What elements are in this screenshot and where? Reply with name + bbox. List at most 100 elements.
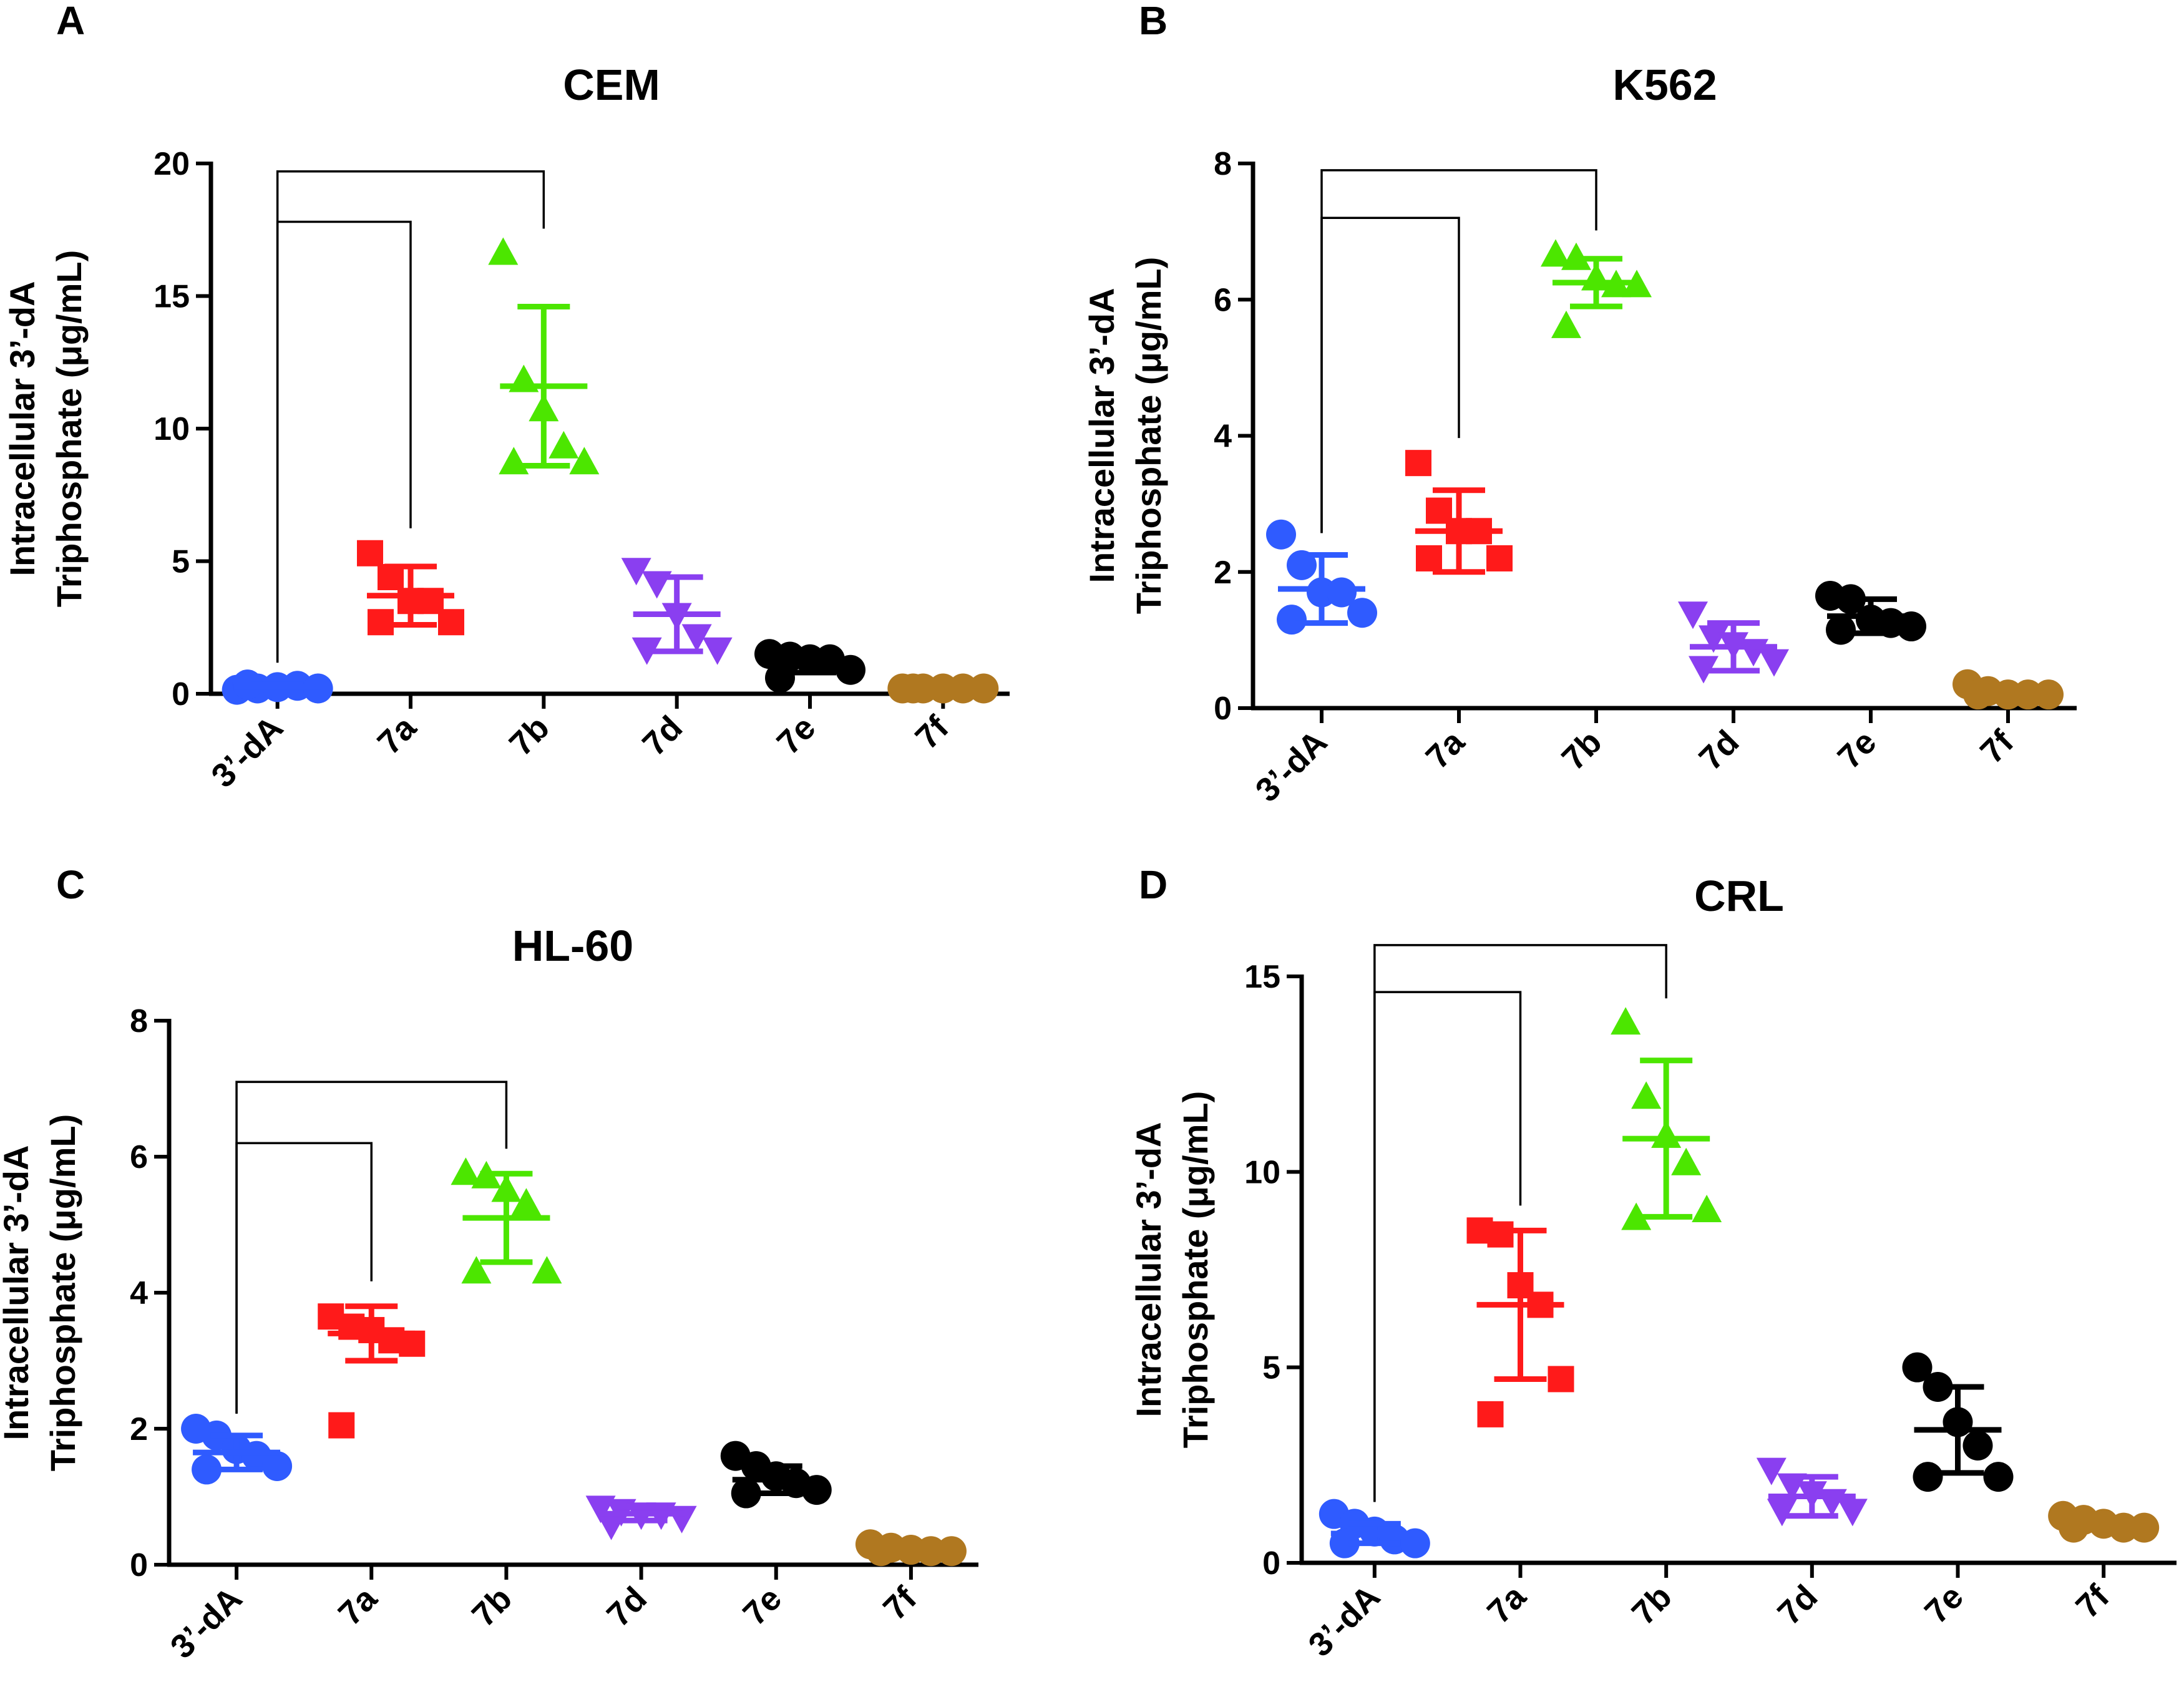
x-tick-label: 7e <box>1831 723 1884 776</box>
y-tick-label: 0 <box>1214 691 1232 727</box>
data-point <box>1611 1007 1641 1035</box>
x-tick-label: 7e <box>736 1580 789 1633</box>
data-point <box>532 1256 562 1284</box>
data-point <box>621 558 651 586</box>
series-7b <box>451 1157 562 1284</box>
chart-title: CEM <box>563 61 660 109</box>
y-axis-label: Intracellular 3’-dA <box>0 1145 36 1440</box>
significance-bracket <box>1373 944 1667 1502</box>
series-3-da <box>1266 519 1377 635</box>
series-7d <box>621 558 733 665</box>
series-7f <box>1952 669 2064 710</box>
series-3-da <box>1319 1499 1430 1558</box>
y-axis-label: Triphosphate (μg/mL) <box>1129 257 1168 614</box>
x-tick-label: 7f <box>1973 722 2021 771</box>
series-7d <box>1678 601 1789 684</box>
panel-letter: B <box>1139 0 1168 43</box>
series-7e <box>720 1441 832 1509</box>
y-tick-label: 2 <box>130 1411 148 1447</box>
series-7e <box>1902 1352 2014 1492</box>
series-3-da <box>222 669 333 705</box>
data-point <box>2129 1512 2160 1543</box>
x-tick-label: 7b <box>502 709 557 763</box>
significance-bracket <box>1320 169 1597 533</box>
x-tick-label: 7a <box>1480 1577 1534 1631</box>
series-7f <box>887 673 999 704</box>
y-tick-label: 8 <box>130 1003 148 1039</box>
data-point <box>1759 649 1789 677</box>
data-point <box>1548 1366 1574 1393</box>
data-point <box>681 624 712 652</box>
x-tick-label: 7b <box>1554 723 1609 777</box>
y-tick-label: 0 <box>172 676 190 712</box>
panel-b: B K562 Intracellular 3’-dA Triphosphate (μg… <box>1082 0 2077 809</box>
x-tick-label: 7b <box>465 1580 519 1634</box>
x-tick-label: 7d <box>1692 723 1746 777</box>
significance-bracket <box>276 170 545 663</box>
x-tick-label: 7d <box>635 709 690 763</box>
y-tick-label: 4 <box>1214 419 1232 455</box>
x-tick-label: 3’-dA <box>204 709 290 795</box>
data-point <box>1551 310 1581 338</box>
data-point <box>357 540 383 566</box>
y-tick-label: 8 <box>1214 146 1232 182</box>
data-point <box>262 1451 293 1481</box>
x-tick-label: 7a <box>371 708 424 762</box>
x-tick-label: 3’-dA <box>1249 723 1335 809</box>
y-tick-label: 15 <box>154 279 190 315</box>
data-point <box>702 637 733 665</box>
data-point <box>1621 1202 1652 1230</box>
x-tick-label: 7d <box>1770 1578 1825 1632</box>
data-point <box>666 1505 697 1534</box>
data-point <box>1678 601 1708 630</box>
y-tick-label: 5 <box>1262 1350 1280 1386</box>
series-7a <box>318 1303 426 1439</box>
x-tick-label: 7b <box>1625 1578 1679 1632</box>
x-tick-label: 7d <box>600 1580 654 1634</box>
data-point <box>461 1256 492 1284</box>
data-point <box>438 609 464 636</box>
y-tick-label: 0 <box>1262 1545 1280 1582</box>
series-7b <box>1541 239 1652 338</box>
data-point <box>511 1188 542 1216</box>
y-tick-label: 6 <box>1214 282 1232 318</box>
series-7f <box>2048 1500 2160 1543</box>
y-tick-label: 15 <box>1244 959 1280 995</box>
data-point <box>631 637 662 665</box>
chart-title: CRL <box>1694 872 1784 920</box>
data-point <box>1983 1462 2014 1492</box>
y-axis-label: Intracellular 3’-dA <box>1082 288 1121 583</box>
x-tick-label: 7e <box>770 709 823 762</box>
panel-letter: C <box>56 862 85 907</box>
chart-title: K562 <box>1612 61 1717 109</box>
data-point <box>1777 1473 1807 1501</box>
significance-bracket <box>235 1142 373 1414</box>
series-7b <box>488 237 600 475</box>
y-axis-label: Triphosphate (μg/mL) <box>1176 1091 1215 1448</box>
y-tick-label: 2 <box>1214 555 1232 591</box>
panel-letter: A <box>56 0 85 43</box>
x-tick-label: 3’-dA <box>163 1580 250 1666</box>
x-tick-label: 7e <box>1918 1578 1971 1631</box>
y-axis-label: Intracellular 3’-dA <box>2 281 42 576</box>
y-axis-label: Intracellular 3’-dA <box>1129 1122 1168 1417</box>
data-point <box>1486 545 1513 571</box>
data-point <box>1837 1499 1868 1527</box>
data-point <box>451 1157 481 1185</box>
data-point <box>1277 605 1307 635</box>
significance-bracket <box>1320 216 1460 533</box>
series-7a <box>1405 450 1513 575</box>
data-point <box>1327 577 1357 608</box>
data-point <box>1541 239 1571 267</box>
series-7b <box>1611 1007 1722 1230</box>
x-tick-label: 3’-dA <box>1301 1578 1387 1664</box>
x-tick-label: 7a <box>1419 722 1473 776</box>
data-point <box>1913 1462 1943 1492</box>
y-tick-label: 0 <box>130 1547 148 1583</box>
panel-a: A CEM Intracellular 3’-dA Triphosphate (μg/… <box>2 0 1010 795</box>
data-point <box>488 237 519 265</box>
y-tick-label: 5 <box>172 544 190 580</box>
data-point <box>1689 656 1718 684</box>
series-7a <box>357 540 464 636</box>
data-point <box>1266 519 1296 550</box>
